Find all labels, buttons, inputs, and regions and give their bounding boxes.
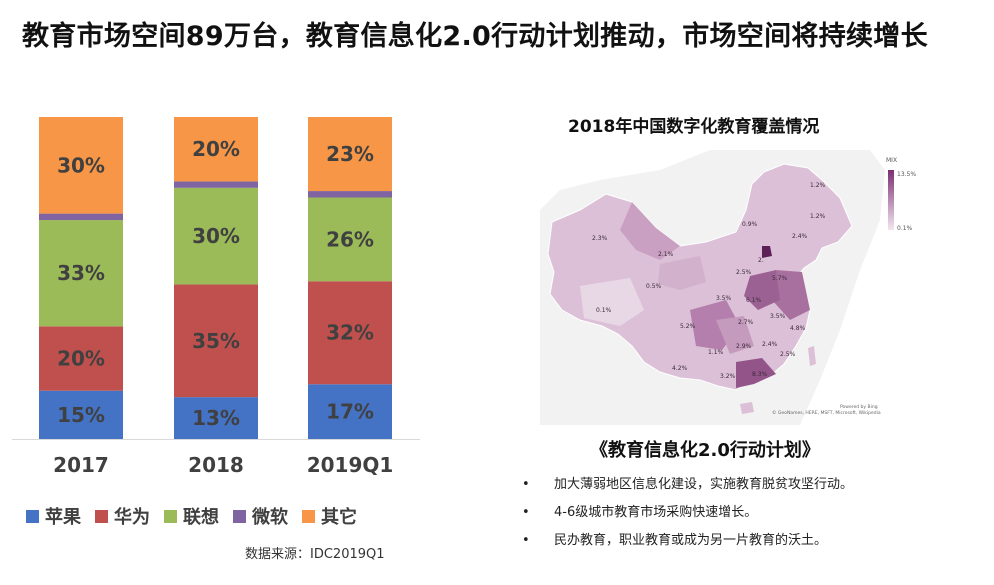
bar-segment-2018-华为 (174, 284, 258, 398)
map-region-label: 2. (758, 257, 764, 264)
map-region-label: 0.1% (596, 307, 612, 314)
map-region-label: 2.3% (592, 235, 608, 242)
map-region-shade (762, 246, 772, 258)
plan-bullet: 加大薄弱地区信息化建设，实施教育脱贫攻坚行动。 (522, 471, 853, 499)
legend-swatch (164, 509, 177, 523)
bar-data-label: 20% (57, 347, 105, 371)
bar-data-label: 13% (192, 406, 240, 430)
legend-item: 其它 (302, 503, 357, 529)
map-region-label: 4.8% (790, 325, 806, 332)
stacked-bar-chart: 15% 20% 33% 30% 2017 13% 35% 30% 20% 2018 17% 32% 26… (12, 117, 420, 477)
china-map: MIX 13.5% 0.1% Powered by Bing © GeoName… (540, 150, 916, 425)
legend-label: 华为 (114, 507, 150, 528)
map-region-shade (772, 270, 810, 320)
map-labels: 1.2% 1.2% 0.9% 2.4% 2.3% 2.1% 2. 2.5% 5.7% 0.5% 3.… (592, 182, 826, 380)
bar-data-label: 35% (192, 329, 240, 353)
map-region-label: 3.5% (716, 295, 732, 302)
map-region-label: 2.1% (658, 251, 674, 258)
map-region-label: 4.2% (672, 365, 688, 372)
bar-segment-2019Q1-联想 (308, 197, 392, 282)
map-title: 2018年中国数字化教育覆盖情况 (568, 117, 820, 137)
map-region-shade (736, 358, 776, 388)
map-region-label: 6.1% (746, 297, 762, 304)
bar-data-label: 32% (326, 321, 374, 345)
map-region-shade (620, 202, 680, 260)
plan-bullet: 民办教育，职业教育或成为另一片教育的沃土。 (522, 527, 853, 555)
map-region-label: 1.1% (708, 349, 724, 356)
legend-item: 华为 (95, 503, 150, 529)
map-region-label: 0.9% (742, 221, 758, 228)
map-region-label: 3.5% (770, 313, 786, 320)
chart-legend: 苹果 华为 联想 微软 其它 (26, 503, 357, 529)
bar-data-label: 33% (57, 261, 105, 285)
legend-swatch (233, 509, 246, 523)
legend-swatch (302, 509, 315, 523)
bar-data-label: 15% (57, 403, 105, 427)
map-region-label: 5.7% (772, 275, 788, 282)
bar-data-label: 17% (326, 400, 374, 424)
map-region-shade (716, 316, 754, 354)
map-region-shade (580, 278, 644, 326)
map-region-label: 2.9% (736, 343, 752, 350)
map-region-label: 2.5% (780, 351, 796, 358)
legend-label: 微软 (252, 507, 288, 528)
map-region-label: 3.2% (720, 373, 736, 380)
map-region-label: 8.3% (752, 371, 768, 378)
map-region-label: 5.2% (680, 323, 696, 330)
taiwan-island (808, 346, 816, 366)
legend-label: 其它 (321, 507, 357, 528)
bar-segment-2019Q1-微软 (308, 191, 392, 198)
map-legend-gradient (888, 170, 894, 230)
bar-segment-2019Q1-其它 (308, 117, 392, 192)
legend-item: 联想 (164, 503, 219, 529)
bar-segment-2017-其它 (39, 117, 123, 214)
plan-bullet: 4-6级城市教育市场采购快速增长。 (522, 499, 853, 527)
legend-item: 苹果 (26, 503, 81, 529)
map-legend-max: 13.5% (897, 171, 916, 178)
bar-segment-2018-联想 (174, 187, 258, 285)
bar-data-label: 30% (57, 153, 105, 177)
map-region-shade (658, 256, 706, 290)
bar-segment-2018-其它 (174, 117, 258, 182)
bar-segment-2018-微软 (174, 181, 258, 188)
bar-segment-2017-微软 (39, 213, 123, 221)
map-legend-title: MIX (886, 157, 897, 164)
bar-data-label: 23% (326, 142, 374, 166)
legend-swatch (95, 509, 108, 523)
bar-segment-2019Q1-华为 (308, 281, 392, 385)
x-tick-label: 2018 (188, 453, 244, 477)
map-region-label: 1.2% (810, 182, 826, 189)
legend-label: 联想 (183, 507, 219, 528)
hainan-island (740, 402, 754, 414)
bar-data-label: 20% (192, 137, 240, 161)
map-region-label: 2.7% (738, 319, 754, 326)
map-region-label: 1.2% (810, 213, 826, 220)
bar-segment-2019Q1-苹果 (308, 384, 392, 439)
map-credit: Powered by Bing (840, 404, 878, 410)
map-legend-min: 0.1% (897, 225, 913, 232)
bar-segment-2017-联想 (39, 220, 123, 327)
x-tick-label: 2017 (53, 453, 109, 477)
map-region-label: 0.5% (646, 283, 662, 290)
legend-label: 苹果 (45, 507, 81, 528)
map-credit: © GeoNames, HERE, MSFT, Microsoft, Wikip… (772, 409, 881, 416)
map-region-label: 2.4% (792, 233, 808, 240)
legend-swatch (26, 509, 39, 523)
bar-data-label: 30% (192, 224, 240, 248)
data-source: 数据来源：IDC2019Q1 (245, 547, 385, 562)
bar-segment-2017-华为 (39, 326, 123, 391)
bar-segment-2018-苹果 (174, 397, 258, 439)
page-title: 教育市场空间89万台，教育信息化2.0行动计划推动，市场空间将持续增长 (22, 21, 928, 52)
bar-segment-2017-苹果 (39, 390, 123, 439)
plan-bullet-list: 加大薄弱地区信息化建设，实施教育脱贫攻坚行动。 4-6级城市教育市场采购快速增长… (522, 471, 853, 555)
x-tick-label: 2019Q1 (307, 453, 394, 477)
legend-item: 微软 (233, 503, 288, 529)
bar-data-label: 26% (326, 227, 374, 251)
map-region-label: 2.4% (762, 341, 778, 348)
map-region-label: 2.5% (736, 269, 752, 276)
map-region-shade (744, 270, 780, 310)
plan-title: 《教育信息化2.0行动计划》 (590, 440, 820, 461)
